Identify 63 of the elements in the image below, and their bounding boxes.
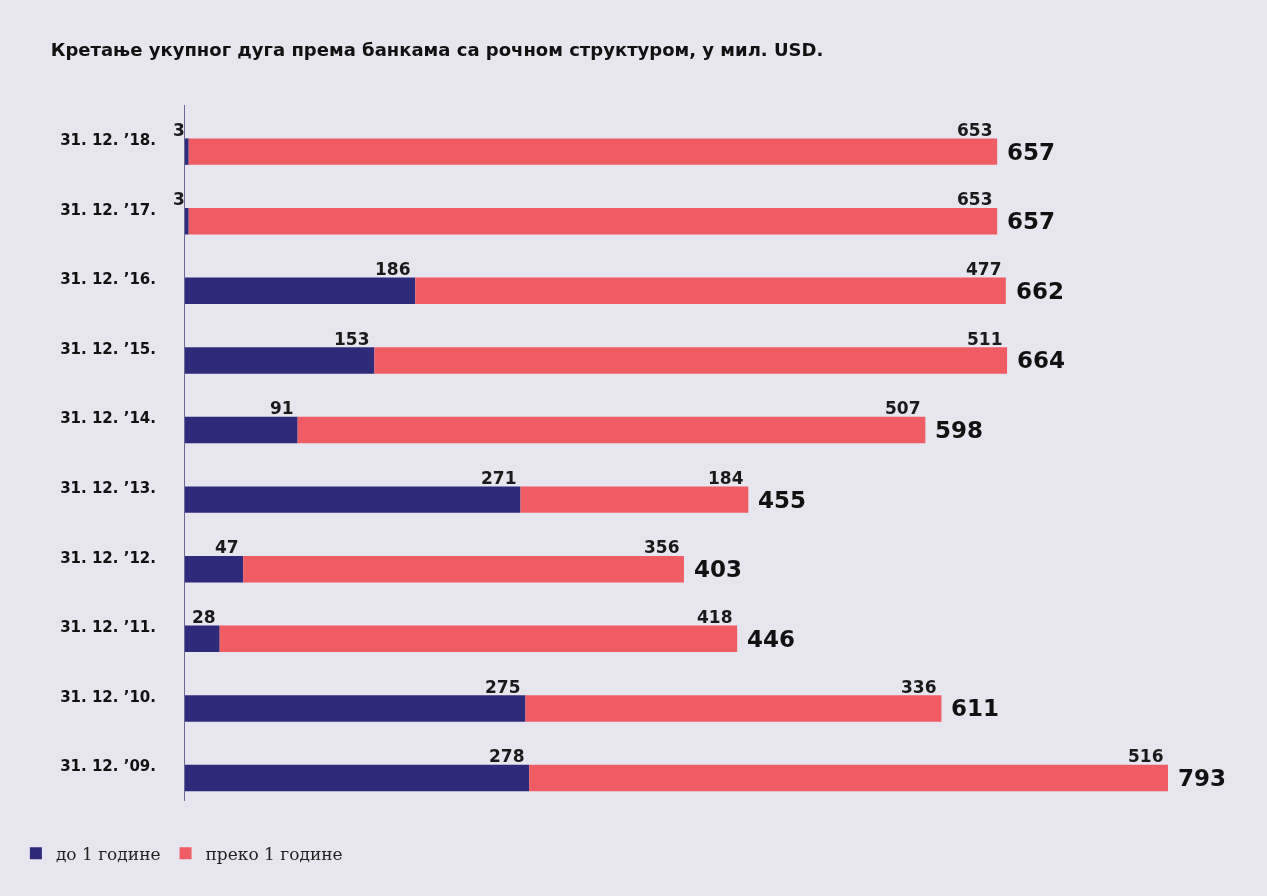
data-label: 275 xyxy=(485,677,521,697)
data-label: 516 xyxy=(1128,746,1164,766)
bar xyxy=(185,486,521,513)
data-label: 418 xyxy=(697,607,733,627)
data-label: 356 xyxy=(644,537,680,557)
data-label: 477 xyxy=(966,259,1002,279)
bar xyxy=(188,208,998,235)
y-tick-label: 31. 12. ’18. xyxy=(60,131,156,150)
bar xyxy=(374,347,1008,374)
bar xyxy=(243,556,684,583)
data-label: 507 xyxy=(885,398,921,418)
data-label: 184 xyxy=(708,468,744,488)
bar xyxy=(520,486,749,513)
total-label: 403 xyxy=(694,556,743,582)
data-label: 278 xyxy=(489,746,525,766)
y-tick-label: 31. 12. ’15. xyxy=(60,339,156,358)
total-label: 455 xyxy=(758,487,807,513)
data-label: 271 xyxy=(481,468,517,488)
y-tick-label: 31. 12. ’09. xyxy=(60,757,156,776)
data-label: 28 xyxy=(192,607,216,627)
bar xyxy=(185,138,189,165)
bar xyxy=(415,277,1006,305)
total-label: 657 xyxy=(1007,139,1056,165)
y-tick-label: 31. 12. ’17. xyxy=(60,200,156,219)
bar xyxy=(525,695,942,722)
total-label: 657 xyxy=(1007,208,1056,234)
data-label: 47 xyxy=(215,537,239,557)
bar xyxy=(297,416,926,444)
total-label: 793 xyxy=(1178,765,1227,791)
y-tick-label: 31. 12. ’16. xyxy=(60,270,156,289)
data-label: 511 xyxy=(967,329,1003,349)
chart-title: Кретање укупног дуга према банкама са рочном структуром, у мил. USD. xyxy=(50,38,824,60)
bar xyxy=(185,416,298,444)
y-tick-label: 31. 12. ’10. xyxy=(60,687,156,706)
bar xyxy=(185,277,416,305)
bar xyxy=(219,625,738,653)
y-tick-label: 31. 12. ’11. xyxy=(60,618,156,637)
bar xyxy=(185,208,189,235)
bar xyxy=(185,764,530,792)
bar xyxy=(188,138,998,165)
y-tick-label: 31. 12. ’13. xyxy=(60,479,156,498)
total-label: 598 xyxy=(935,417,984,443)
data-label: 336 xyxy=(901,677,937,697)
legend-label: преко 1 године xyxy=(205,843,343,864)
total-label: 662 xyxy=(1016,278,1065,304)
data-label: 653 xyxy=(957,120,993,140)
total-label: 446 xyxy=(747,626,796,652)
bar xyxy=(529,764,1169,792)
y-tick-label: 31. 12. ’14. xyxy=(60,409,156,428)
bar xyxy=(185,695,526,722)
bar xyxy=(185,625,220,653)
bar xyxy=(185,556,244,583)
data-label: 653 xyxy=(957,189,993,209)
total-label: 664 xyxy=(1017,347,1066,373)
y-tick-label: 31. 12. ’12. xyxy=(60,548,156,567)
bar xyxy=(185,347,375,374)
data-label: 3 xyxy=(173,189,185,209)
legend-label: до 1 године xyxy=(55,843,161,864)
data-label: 91 xyxy=(270,398,294,418)
total-label: 611 xyxy=(951,695,1000,721)
data-label: 186 xyxy=(375,259,411,279)
data-label: 3 xyxy=(173,120,185,140)
data-label: 153 xyxy=(334,329,370,349)
